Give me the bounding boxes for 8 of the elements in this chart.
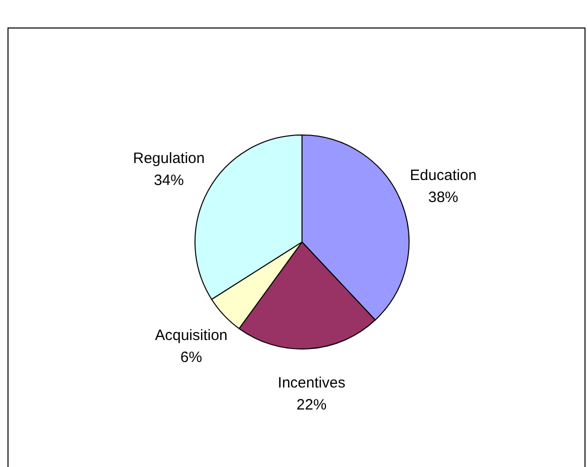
- data-label: 34%: [154, 172, 184, 189]
- data-label: 38%: [428, 189, 458, 206]
- slice-label: Regulation: [132, 150, 205, 167]
- slice-label: Education: [410, 167, 477, 184]
- slice-label: Incentives: [278, 374, 346, 392]
- data-label: 6%: [180, 349, 202, 366]
- data-label: 22%: [296, 396, 327, 414]
- slice-label: Acquisition: [154, 327, 228, 344]
